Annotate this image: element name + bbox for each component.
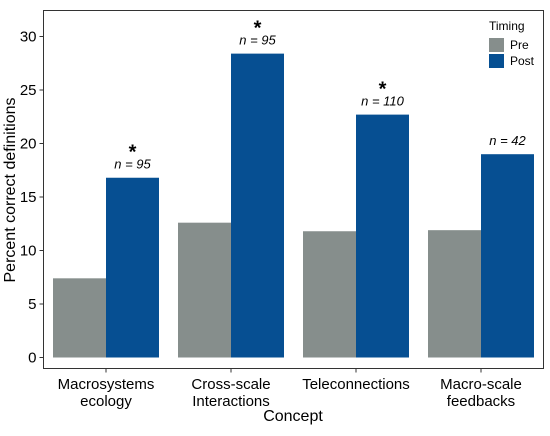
y-axis: 0 5 10 15 20 25 30 <box>20 29 44 367</box>
y-tick-label: 10 <box>20 243 37 260</box>
sample-size-label: n = 110 <box>361 94 405 109</box>
legend: Timing Pre Post <box>489 19 535 68</box>
y-tick-label: 15 <box>20 189 37 206</box>
significance-star: * <box>379 79 387 101</box>
bar-post <box>106 177 159 358</box>
y-tick-label: 0 <box>28 350 36 367</box>
legend-label-post: Post <box>510 54 535 68</box>
legend-swatch-pre <box>489 38 504 52</box>
legend-title: Timing <box>489 19 525 33</box>
x-tick-label: Teleconnections <box>302 376 410 393</box>
significance-star: * <box>129 142 137 164</box>
y-tick-label: 25 <box>20 82 37 99</box>
x-axis: Macrosystems ecology Cross-scale Interactio… <box>58 368 522 410</box>
y-tick-label: 20 <box>20 136 37 153</box>
x-axis-title: Concept <box>263 408 323 425</box>
sample-size-label: n = 42 <box>489 133 526 148</box>
bar-pre <box>428 230 481 358</box>
x-tick-label: Macrosystems ecology <box>58 376 155 410</box>
x-tick-label: Cross-scale Interactions <box>191 376 270 410</box>
legend-label-pre: Pre <box>510 38 529 52</box>
sample-size-label: n = 95 <box>239 33 276 48</box>
bar-pre <box>303 231 356 358</box>
y-tick-label: 30 <box>20 29 37 46</box>
bar-post <box>481 154 534 358</box>
y-tick-label: 5 <box>28 296 36 313</box>
bar-pre <box>178 222 231 358</box>
annotations-group: n = 95*n = 95*n = 110*n = 42 <box>114 18 526 172</box>
legend-swatch-post <box>489 54 504 68</box>
bar-pre <box>53 278 106 358</box>
bar-post <box>356 114 409 358</box>
y-axis-title: Percent correct definitions <box>2 98 19 283</box>
x-tick-label: Macro-scale feedbacks <box>440 376 522 410</box>
sample-size-label: n = 95 <box>114 157 151 172</box>
bars-group <box>53 53 534 358</box>
significance-star: * <box>254 18 262 40</box>
bar-post <box>231 53 284 358</box>
